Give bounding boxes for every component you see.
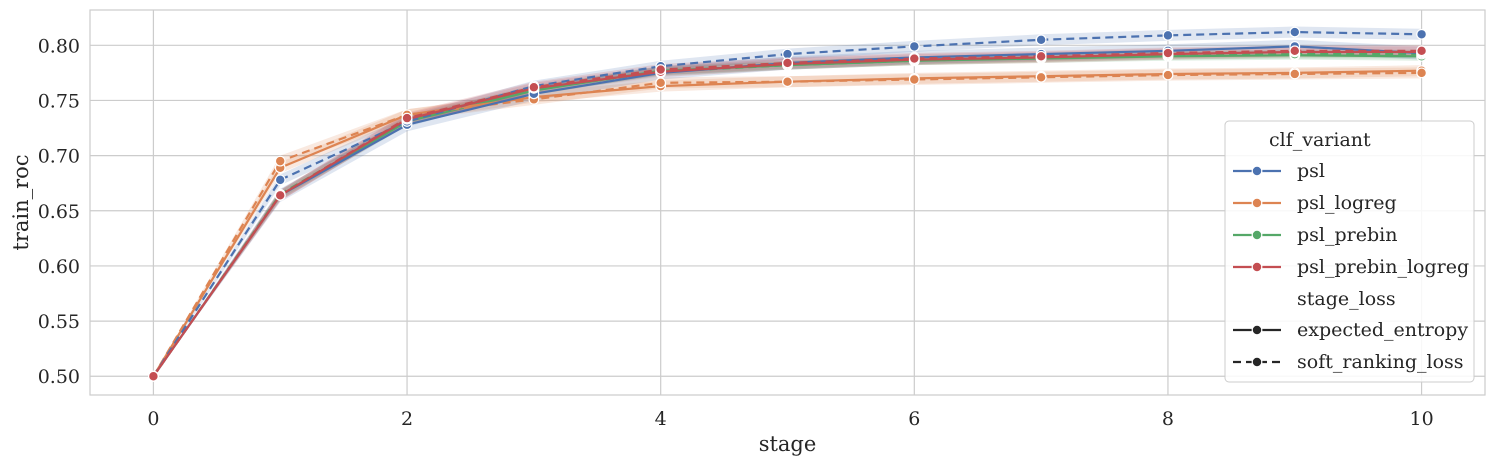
x-tick-labels: 0 2 4 6 8 10 bbox=[147, 408, 1433, 430]
y-tick-label: 0.80 bbox=[38, 35, 80, 57]
data-point-psl_prebin_logreg bbox=[782, 57, 793, 69]
x-tick-label: 4 bbox=[655, 408, 667, 430]
series-markers bbox=[148, 26, 1427, 382]
x-tick-label: 6 bbox=[908, 408, 920, 430]
x-tick-label: 0 bbox=[147, 408, 159, 430]
y-tick-label: 0.70 bbox=[38, 146, 80, 168]
x-tick-label: 8 bbox=[1162, 408, 1174, 430]
data-point-psl bbox=[1035, 34, 1047, 46]
legend-label: soft_ranking_loss bbox=[1297, 351, 1464, 373]
y-tick-label: 0.55 bbox=[38, 311, 80, 333]
data-point-psl_prebin_logreg bbox=[528, 81, 540, 93]
legend: clf_variant stage_loss psl psl_logreg psl_… bbox=[1224, 120, 1475, 383]
legend-swatch-marker bbox=[1251, 197, 1263, 209]
data-point-psl_prebin_logreg bbox=[1035, 50, 1047, 62]
data-point-psl_logreg bbox=[1162, 69, 1174, 81]
data-point-psl_prebin_logreg bbox=[1162, 47, 1174, 59]
data-point-psl bbox=[1162, 29, 1174, 41]
data-point-psl_logreg bbox=[274, 155, 286, 167]
data-point-psl_prebin_logreg bbox=[1416, 45, 1427, 57]
data-point-psl_logreg bbox=[655, 77, 667, 89]
y-tick-label: 0.50 bbox=[38, 366, 80, 388]
y-tick-label: 0.60 bbox=[38, 256, 80, 278]
legend-entries: psl psl_logreg psl_prebin psl_prebin_logreg… bbox=[1233, 160, 1469, 373]
data-point-psl bbox=[1289, 26, 1301, 38]
legend-label: psl_prebin bbox=[1297, 224, 1397, 246]
legend-swatch-marker bbox=[1251, 324, 1263, 336]
legend-swatch-marker bbox=[1251, 261, 1263, 273]
legend-label: psl_logreg bbox=[1297, 192, 1397, 214]
legend-box bbox=[1224, 120, 1475, 383]
data-point-psl_prebin_logreg bbox=[908, 53, 920, 64]
data-point-psl_prebin_logreg bbox=[655, 64, 667, 75]
y-tick-label: 0.75 bbox=[38, 90, 80, 112]
data-point-psl_logreg bbox=[1416, 67, 1427, 79]
legend-style-title: stage_loss bbox=[1297, 288, 1396, 310]
x-tick-label: 2 bbox=[401, 408, 413, 430]
legend-hue-title: clf_variant bbox=[1269, 129, 1371, 151]
data-point-psl_logreg bbox=[782, 76, 793, 88]
data-point-psl_prebin_logreg bbox=[401, 112, 413, 124]
y-tick-labels: 0.50 0.55 0.60 0.65 0.70 0.75 0.80 bbox=[38, 35, 80, 388]
x-tick-label: 10 bbox=[1409, 408, 1433, 430]
legend-label: expected_entropy bbox=[1297, 319, 1468, 341]
legend-swatch-marker bbox=[1251, 356, 1263, 368]
y-axis-title: train_roc bbox=[9, 154, 33, 250]
data-point-psl_logreg bbox=[1035, 71, 1047, 83]
data-point-psl_prebin_logreg bbox=[1289, 45, 1301, 57]
data-point-psl_logreg bbox=[1289, 68, 1301, 80]
plot-frame bbox=[89, 9, 1486, 396]
data-point-psl_logreg bbox=[908, 74, 920, 85]
data-point-psl bbox=[1416, 28, 1427, 40]
data-point-psl_prebin_logreg bbox=[148, 370, 159, 382]
data-point-psl bbox=[782, 48, 793, 60]
legend-label: psl bbox=[1297, 160, 1325, 182]
legend-label: psl_prebin_logreg bbox=[1297, 256, 1469, 278]
legend-swatch-marker bbox=[1251, 229, 1263, 241]
data-point-psl_prebin_logreg bbox=[274, 189, 286, 201]
data-point-psl bbox=[908, 41, 920, 52]
y-tick-label: 0.65 bbox=[38, 201, 80, 223]
data-point-psl bbox=[274, 174, 286, 186]
legend-swatch-marker bbox=[1251, 165, 1263, 177]
x-axis-title: stage bbox=[759, 432, 817, 456]
